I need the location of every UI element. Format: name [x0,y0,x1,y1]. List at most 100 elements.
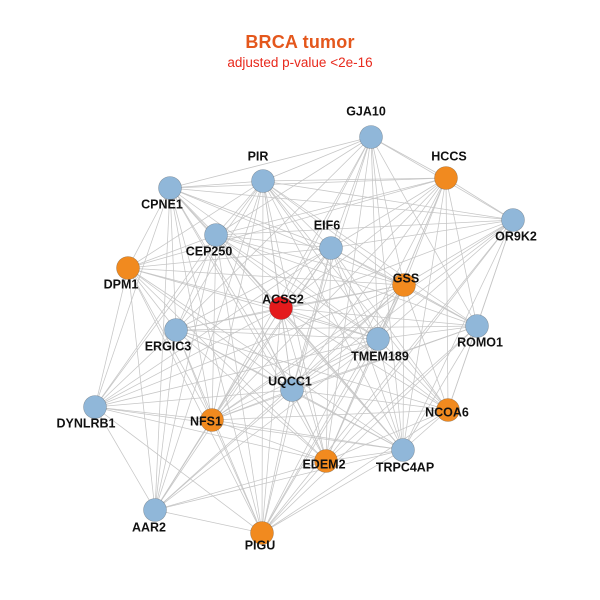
node-label-trpc4ap: TRPC4AP [376,460,434,474]
network-node-pir [251,169,275,193]
network-edge [291,389,404,451]
node-label-edem2: EDEM2 [302,457,345,471]
node-label-dpm1: DPM1 [104,277,139,291]
network-edge [127,267,282,309]
network-edge [127,267,263,534]
network-edge [215,219,514,236]
node-label-romo1: ROMO1 [457,335,503,349]
network-edge [175,234,217,331]
network-node-ncoa6 [436,398,460,422]
network-edge [127,234,217,269]
network-edge [280,307,327,462]
network-edge [262,180,379,340]
network-edge [127,180,264,269]
network-edge [169,187,177,331]
network-edge [94,234,217,408]
network-edge [325,284,405,462]
network-edge [211,219,514,421]
network-edge [154,460,327,511]
network-node-dynlrb1 [83,395,107,419]
network-edge [377,338,404,451]
node-label-cep250: CEP250 [186,244,233,258]
network-edge [325,325,478,462]
network-edge [215,180,264,236]
network-node-hccs [434,166,458,190]
plot-subtitle: adjusted p-value <2e-16 [227,55,373,70]
network-edge [94,284,405,408]
network-node-cpne1 [158,176,182,200]
node-layer [83,125,525,545]
network-edge [330,219,514,249]
network-edge [280,307,379,340]
network-edge [175,325,478,331]
network-edge [261,409,449,534]
network-edge [169,187,263,534]
network-edge [127,267,327,462]
network-edge [261,338,379,534]
network-edge [291,389,327,462]
network-edge [215,234,379,340]
node-label-eif6: EIF6 [314,218,340,232]
network-edge [211,419,404,451]
network-edge [169,136,372,189]
network-node-pigu [250,521,274,545]
network-edge [154,449,404,511]
network-edge [325,409,449,462]
network-node-edem2 [314,449,338,473]
edge-layer [94,136,514,534]
network-node-ergic3 [164,318,188,342]
network-edge [94,406,213,421]
network-edge [370,136,404,451]
network-edge [169,177,447,189]
node-label-pir: PIR [248,149,269,163]
network-edge [261,460,327,534]
network-edge [175,329,379,340]
network-edge [169,187,405,286]
network-edge [94,389,293,408]
network-edge [154,338,379,511]
network-edge [127,267,177,331]
network-edge [211,409,449,421]
network-edge [261,177,447,534]
network-edge [169,187,514,221]
network-edge [211,419,263,534]
network-edge [403,219,514,286]
network-edge [154,389,293,511]
network-edge [262,136,372,182]
network-edge [127,177,447,269]
network-edge [291,177,447,391]
network-edge [175,329,263,534]
node-label-pigu: PIGU [245,538,276,552]
network-node-dpm1 [116,256,140,280]
network-edge [127,187,171,269]
node-label-aar2: AAR2 [132,520,166,534]
network-edge [377,338,449,411]
node-label-ncoa6: NCOA6 [425,405,469,419]
network-edge [94,338,379,408]
network-edge [215,234,449,411]
network-edge [211,180,264,421]
plot-title: BRCA tumor [245,32,355,52]
network-edge [262,180,332,249]
network-edge [175,307,282,331]
network-edge [94,329,177,408]
network-edge [402,219,514,451]
network-edge [154,187,171,511]
network-edge [370,136,478,327]
network-edge [175,136,372,331]
network-edge [261,449,404,534]
node-label-or9k2: OR9K2 [495,229,537,243]
network-edge [262,177,447,182]
network-edge [94,187,171,408]
network-node-trpc4ap [391,438,415,462]
network-edge [154,180,264,511]
network-edge [94,406,263,534]
network-edge [262,180,514,221]
network-edge [215,234,332,249]
network-edge [261,325,478,534]
node-label-acss2: ACSS2 [262,292,304,306]
network-node-gja10 [359,125,383,149]
network-node-gss [392,273,416,297]
network-node-cep250 [204,223,228,247]
